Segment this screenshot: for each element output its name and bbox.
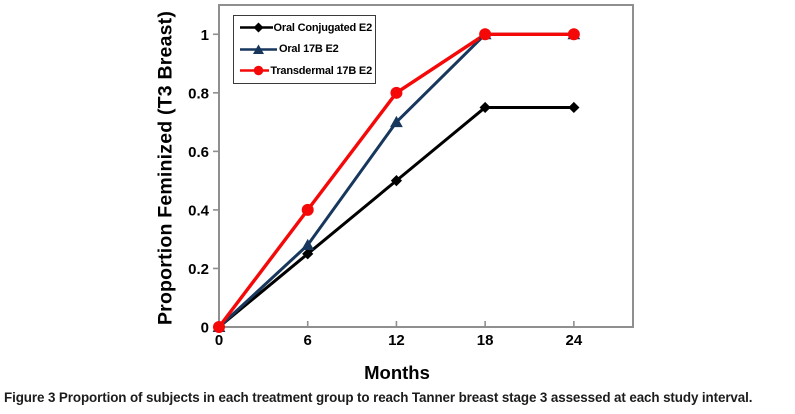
data-point-marker [302,248,314,260]
plot-area-frame [218,4,634,328]
data-point-marker [479,28,492,41]
y-axis-title: Proportion Feminized (T3 Breast) [154,10,177,326]
legend-item-transdermal-17b-e2: Transdermal 17B E2 [239,64,372,77]
line-chart: 0 0.2 0.4 0.6 0.8 1 0 6 12 18 24 [188,4,634,349]
y-tick-label: 0.6 [188,144,209,161]
triangle-marker-icon [240,44,277,54]
figure-caption-label: Figure 3 [4,390,56,405]
data-point-marker [390,115,403,128]
legend-item-oral-17b-e2: Oral 17B E2 [239,43,372,56]
legend-item-oral-conjugated-e2: Oral Conjugated E2 [239,21,372,34]
legend-label: Oral Conjugated E2 [273,21,373,34]
figure-caption: Figure 3 Proportion of subjects in each … [4,390,792,405]
x-tick-label: 0 [215,332,223,349]
figure-caption-text: Proportion of subjects in each treatment… [55,390,753,405]
data-point-marker [213,321,225,333]
y-tick-label: 0.8 [188,85,209,102]
series-line-0 [217,105,576,329]
data-point-marker [568,101,580,114]
data-point-marker [479,101,491,114]
x-tick-label: 12 [388,332,405,349]
data-point-marker [390,175,403,187]
data-point-marker [390,86,403,99]
x-tick-label: 6 [304,332,312,349]
data-point-marker [567,28,580,41]
circle-marker-icon [240,65,270,76]
y-tick-label: 0 [201,320,209,337]
data-point-marker [301,203,314,216]
x-tick-label: 24 [566,332,583,349]
y-tick-label: 0.4 [188,202,210,219]
legend-label: Oral 17B E2 [279,43,339,55]
legend: Oral Conjugated E2 Oral 17B E2 Transderm… [233,15,376,84]
x-tick-label: 18 [477,332,494,349]
y-tick-label: 1 [201,27,209,44]
y-tick-label: 0.2 [188,261,209,278]
data-point-marker [301,238,315,251]
legend-label: Transdermal 17B E2 [270,64,372,77]
diamond-marker-icon [240,22,273,33]
x-axis-title: Months [364,362,430,383]
